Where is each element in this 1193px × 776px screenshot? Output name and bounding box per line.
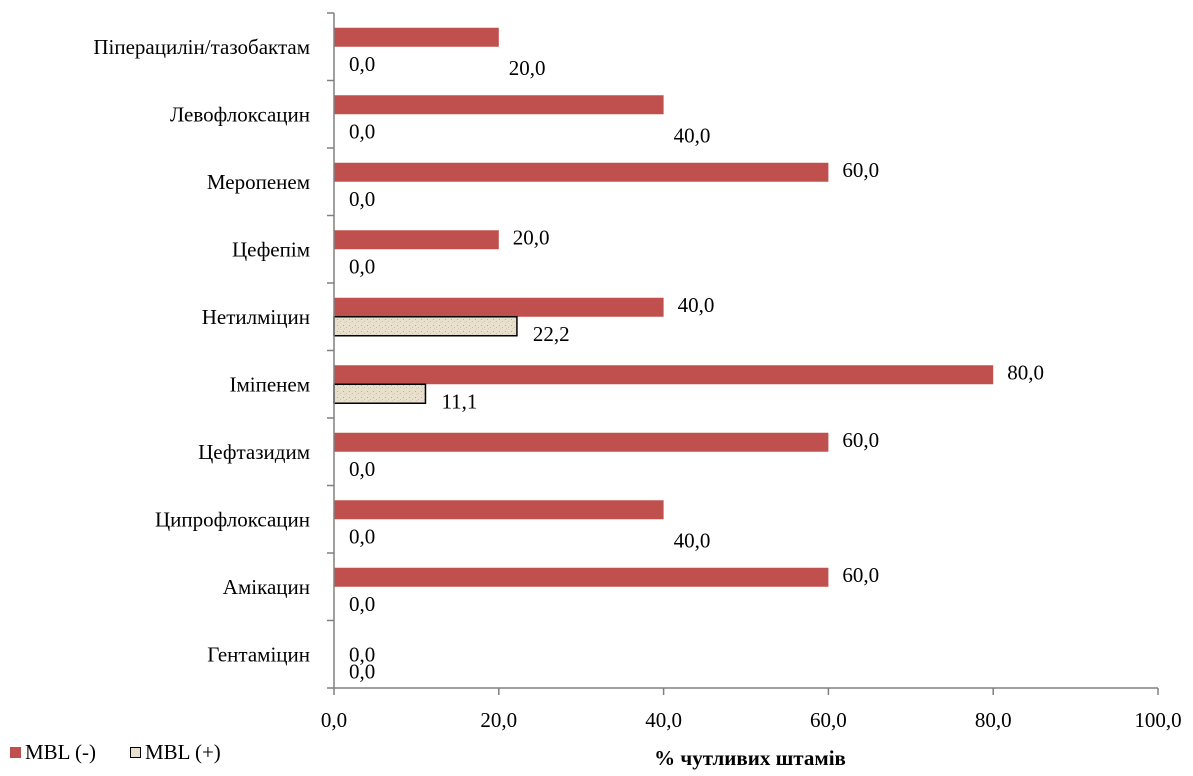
- data-label-mbl-neg: 80,0: [1007, 360, 1044, 384]
- x-axis-title: % чутливих штамів: [654, 746, 846, 770]
- data-label-mbl-pos: 11,1: [441, 389, 477, 413]
- data-label-mbl-neg: 60,0: [842, 563, 879, 587]
- category-label: Амікацин: [223, 575, 310, 599]
- category-label: Цефепім: [232, 237, 310, 261]
- legend-item-mbl-pos: MBL (+): [129, 740, 221, 765]
- category-label: Меропенем: [207, 170, 310, 194]
- x-tick-label: 80,0: [975, 708, 1012, 732]
- bar-mbl-neg: [334, 365, 994, 385]
- bar-mbl-pos: [333, 316, 518, 337]
- legend-label-mbl-neg: MBL (-): [25, 740, 96, 764]
- bar-mbl-neg: [334, 95, 664, 115]
- bar-mbl-neg: [334, 297, 664, 317]
- x-tick-label: 0,0: [321, 708, 347, 732]
- data-label-mbl-pos: 0,0: [349, 457, 375, 481]
- bar-mbl-neg: [334, 567, 829, 587]
- category-label: Піперацилін/тазобактам: [93, 35, 310, 59]
- data-label-mbl-pos: 0,0: [349, 524, 375, 548]
- x-tick-label: 40,0: [645, 708, 682, 732]
- data-label-mbl-neg: 40,0: [678, 293, 715, 317]
- bar-mbl-neg: [334, 230, 499, 250]
- legend-item-mbl-neg: MBL (-): [10, 740, 96, 765]
- data-label-mbl-pos: 0,0: [349, 659, 375, 683]
- data-label-mbl-neg: 40,0: [674, 528, 711, 552]
- legend: MBL (-) MBL (+): [10, 740, 221, 765]
- x-tick-label: 60,0: [810, 708, 847, 732]
- data-label-mbl-pos: 0,0: [349, 119, 375, 143]
- bar-mbl-neg: [334, 500, 664, 520]
- data-label-mbl-pos: 0,0: [349, 187, 375, 211]
- data-label-mbl-neg: 20,0: [509, 56, 546, 80]
- data-label-mbl-pos: 0,0: [349, 52, 375, 76]
- category-label: Іміпенем: [229, 372, 310, 396]
- x-tick-label: 20,0: [480, 708, 517, 732]
- data-label-mbl-pos: 0,0: [349, 592, 375, 616]
- category-label: Левофлоксацин: [170, 102, 310, 126]
- legend-swatch-mbl-neg: [10, 747, 21, 758]
- category-label: Нетилміцин: [202, 305, 310, 329]
- category-label: Гентаміцин: [207, 642, 310, 666]
- data-label-mbl-neg: 60,0: [842, 158, 879, 182]
- category-label: Ципрофлоксацин: [155, 507, 310, 531]
- bar-mbl-pos: [333, 383, 427, 404]
- x-tick-label: 100,0: [1134, 708, 1181, 732]
- bar-mbl-neg: [334, 27, 499, 47]
- data-label-mbl-pos: 22,2: [533, 322, 570, 346]
- legend-label-mbl-pos: MBL (+): [144, 740, 221, 764]
- category-label: Цефтазидим: [198, 440, 310, 464]
- data-label-mbl-neg: 20,0: [513, 225, 550, 249]
- data-label-mbl-pos: 0,0: [349, 254, 375, 278]
- data-label-mbl-neg: 0,0: [349, 642, 375, 666]
- legend-swatch-mbl-pos: [129, 747, 141, 758]
- bar-mbl-neg: [334, 432, 829, 452]
- bar-mbl-neg: [334, 162, 829, 182]
- data-label-mbl-neg: 40,0: [674, 123, 711, 147]
- data-label-mbl-neg: 60,0: [842, 428, 879, 452]
